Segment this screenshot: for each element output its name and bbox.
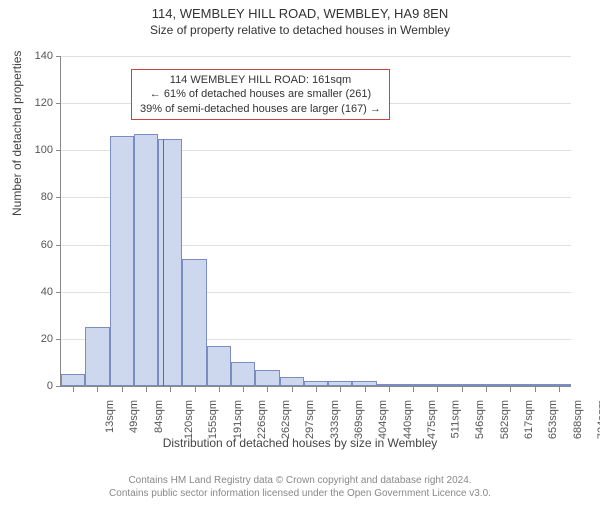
xtick-mark (122, 387, 123, 392)
ytick-label: 80 (23, 191, 53, 203)
xtick-label: 155sqm (207, 400, 219, 439)
histogram-bar (498, 384, 522, 386)
histogram-bar (61, 374, 85, 386)
histogram-bar (522, 384, 546, 386)
xtick-mark (413, 387, 414, 392)
chart-area: 02040608010012014013sqm49sqm84sqm120sqm1… (60, 56, 570, 386)
ytick-mark (56, 339, 61, 340)
xtick-mark (219, 387, 220, 392)
ytick-mark (56, 150, 61, 151)
xtick-mark (535, 387, 536, 392)
histogram-bar (134, 134, 158, 386)
ytick-mark (56, 103, 61, 104)
xtick-mark (389, 387, 390, 392)
xtick-label: 440sqm (402, 400, 414, 439)
ytick-label: 0 (23, 380, 53, 392)
histogram-bar (425, 384, 449, 386)
xtick-label: 120sqm (183, 400, 195, 439)
xtick-label: 511sqm (449, 400, 461, 438)
ytick-mark (56, 245, 61, 246)
xtick-label: 617sqm (523, 400, 535, 439)
xtick-mark (340, 387, 341, 392)
xtick-label: 262sqm (280, 400, 292, 439)
xtick-label: 653sqm (547, 400, 559, 439)
ytick-label: 20 (23, 333, 53, 345)
plot-region: 02040608010012014013sqm49sqm84sqm120sqm1… (60, 56, 571, 387)
callout-line2: ← 61% of detached houses are smaller (26… (140, 87, 381, 101)
xtick-label: 49sqm (128, 400, 140, 433)
xtick-label: 191sqm (232, 400, 244, 439)
xtick-mark (73, 387, 74, 392)
histogram-bar (231, 362, 255, 386)
ytick-label: 100 (23, 144, 53, 156)
x-axis-label: Distribution of detached houses by size … (0, 436, 600, 450)
histogram-bar (207, 346, 231, 386)
xtick-mark (437, 387, 438, 392)
histogram-bar (450, 384, 474, 386)
xtick-label: 546sqm (475, 400, 487, 439)
histogram-bar (280, 377, 304, 386)
xtick-mark (243, 387, 244, 392)
histogram-bar (182, 259, 206, 386)
xtick-mark (486, 387, 487, 392)
histogram-bar (110, 136, 134, 386)
ytick-mark (56, 197, 61, 198)
xtick-label: 724sqm (596, 400, 600, 439)
histogram-bar (474, 384, 498, 386)
property-marker-line (163, 139, 164, 387)
xtick-label: 13sqm (104, 400, 116, 433)
histogram-bar (85, 327, 109, 386)
y-axis-label: Number of detached properties (10, 51, 24, 216)
ytick-label: 60 (23, 239, 53, 251)
histogram-bar (328, 381, 352, 386)
xtick-mark (510, 387, 511, 392)
xtick-mark (146, 387, 147, 392)
footer-line2: Contains public sector information licen… (0, 487, 600, 500)
histogram-bar (304, 381, 328, 386)
histogram-bar (255, 370, 279, 387)
xtick-mark (292, 387, 293, 392)
xtick-mark (267, 387, 268, 392)
xtick-mark (559, 387, 560, 392)
ytick-mark (56, 292, 61, 293)
gridline (61, 56, 571, 57)
footer-line1: Contains HM Land Registry data © Crown c… (0, 474, 600, 487)
histogram-bar (352, 381, 376, 386)
histogram-bar (401, 384, 425, 386)
callout-line3: 39% of semi-detached houses are larger (… (140, 102, 381, 116)
ytick-mark (56, 56, 61, 57)
histogram-bar (377, 384, 401, 386)
xtick-mark (462, 387, 463, 392)
xtick-label: 404sqm (377, 400, 389, 439)
xtick-label: 475sqm (426, 400, 438, 439)
xtick-mark (97, 387, 98, 392)
xtick-label: 297sqm (305, 400, 317, 439)
footer-attribution: Contains HM Land Registry data © Crown c… (0, 474, 600, 500)
xtick-label: 369sqm (353, 400, 365, 439)
xtick-label: 688sqm (572, 400, 584, 439)
xtick-label: 582sqm (499, 400, 511, 439)
page-title: 114, WEMBLEY HILL ROAD, WEMBLEY, HA9 8EN (0, 6, 600, 21)
ytick-label: 120 (23, 97, 53, 109)
callout-line1: 114 WEMBLEY HILL ROAD: 161sqm (140, 73, 381, 87)
xtick-label: 84sqm (153, 400, 165, 433)
property-callout: 114 WEMBLEY HILL ROAD: 161sqm← 61% of de… (131, 69, 390, 120)
xtick-label: 226sqm (256, 400, 268, 439)
xtick-label: 333sqm (329, 400, 341, 439)
xtick-mark (365, 387, 366, 392)
ytick-mark (56, 386, 61, 387)
ytick-label: 40 (23, 286, 53, 298)
ytick-label: 140 (23, 50, 53, 62)
xtick-mark (170, 387, 171, 392)
page-subtitle: Size of property relative to detached ho… (0, 23, 600, 37)
xtick-mark (316, 387, 317, 392)
histogram-bar (547, 384, 571, 386)
histogram-bar (158, 139, 182, 387)
xtick-mark (195, 387, 196, 392)
